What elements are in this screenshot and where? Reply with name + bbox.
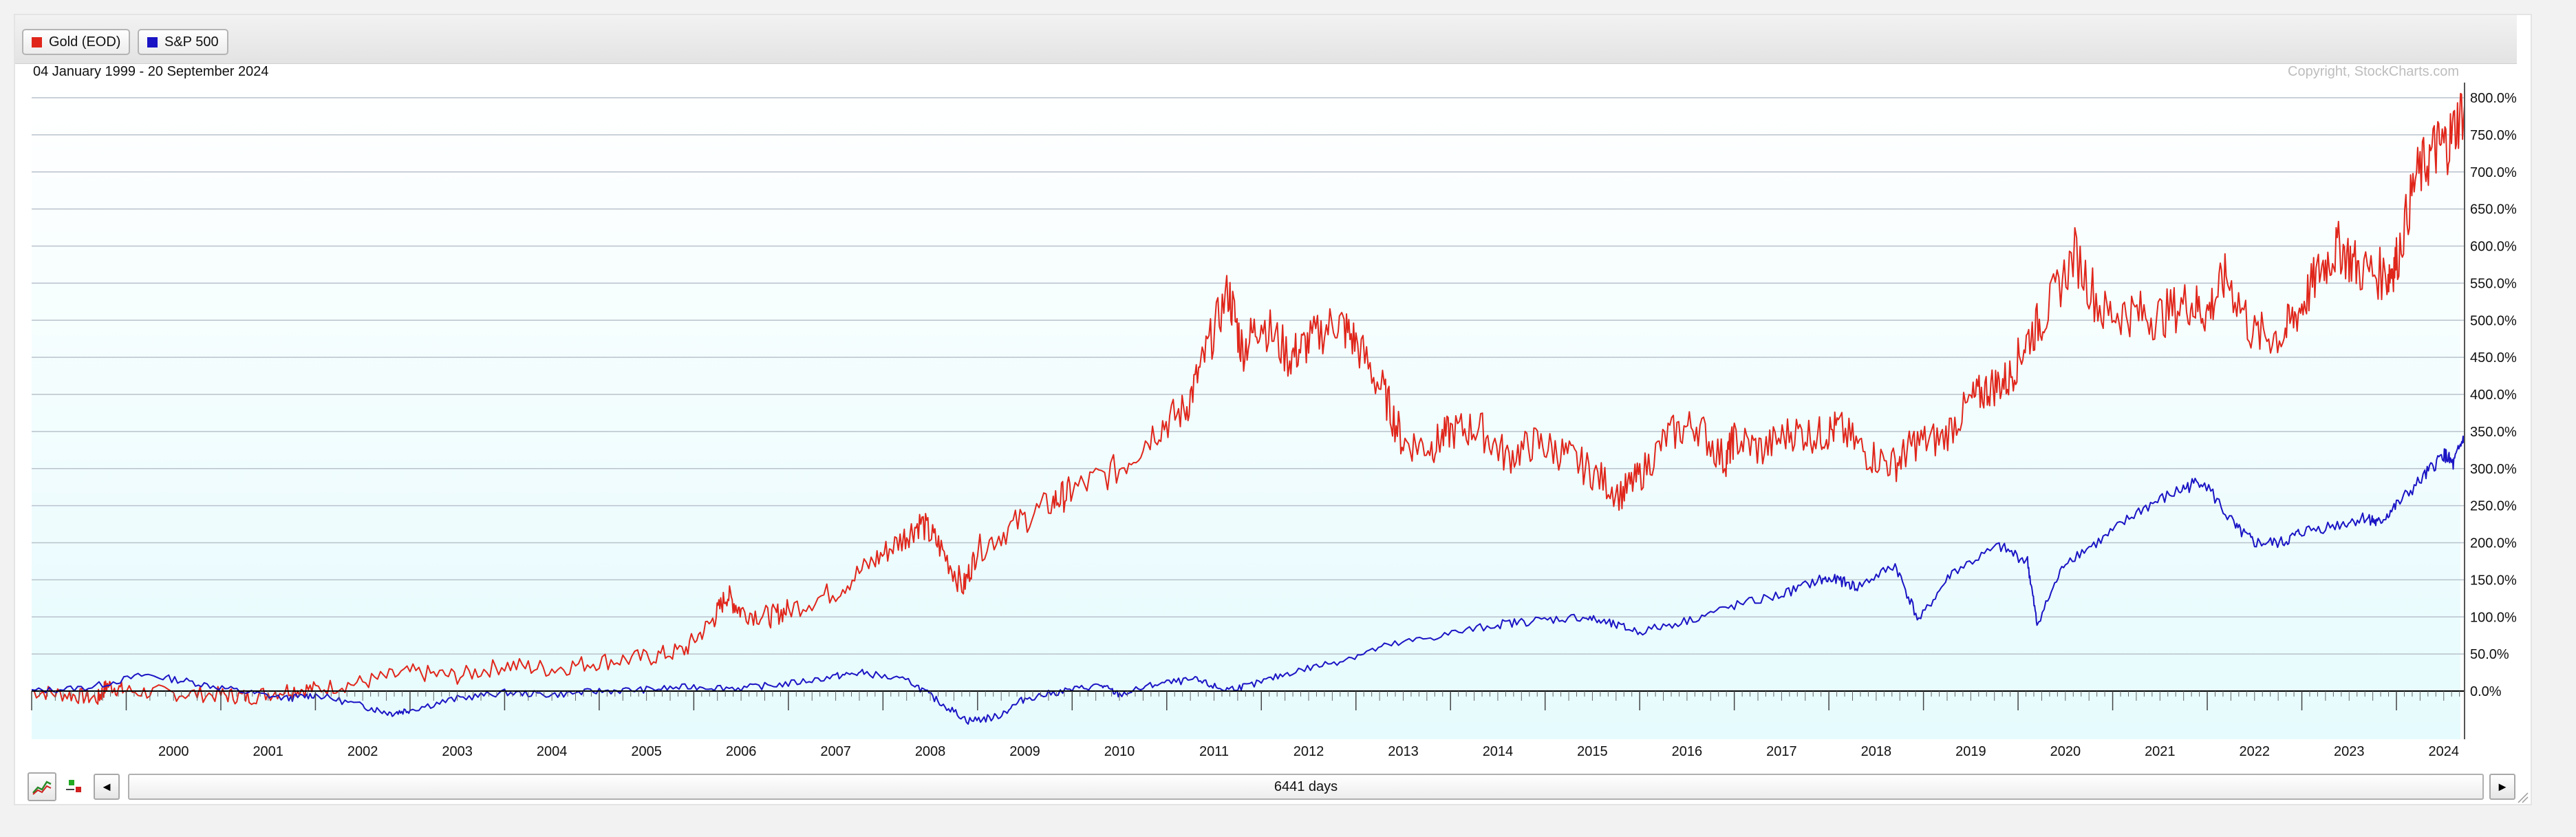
gold-series-line [31, 92, 2465, 706]
legend-label-spx: S&P 500 [164, 34, 219, 50]
resize-grip-icon[interactable] [2517, 792, 2529, 804]
scroll-right-button[interactable]: ► [2489, 774, 2515, 800]
y-tick-label: 0.0% [2470, 684, 2502, 699]
x-tick-label: 2015 [1577, 744, 1608, 759]
y-tick-label: 600.0% [2470, 240, 2517, 255]
x-tick-label: 2001 [253, 744, 283, 759]
x-tick-label: 2024 [2429, 744, 2460, 759]
chevron-left-icon: ◄ [100, 779, 113, 794]
y-tick-label: 650.0% [2470, 202, 2517, 218]
x-tick-label: 2002 [347, 744, 378, 759]
color-settings-icon[interactable] [61, 772, 89, 801]
y-tick-label: 550.0% [2470, 276, 2517, 291]
scroll-left-button[interactable]: ◄ [94, 774, 120, 800]
chevron-right-icon: ► [2496, 779, 2509, 794]
legend-bar: Gold (EOD) S&P 500 [15, 15, 2517, 64]
x-tick-label: 2003 [442, 744, 473, 759]
y-tick-label: 200.0% [2470, 536, 2517, 551]
x-tick-label: 2017 [1766, 744, 1797, 759]
x-tick-label: 2005 [631, 744, 662, 759]
x-tick-label: 2016 [1672, 744, 1703, 759]
blue-square-icon [147, 36, 158, 47]
x-tick-label: 2008 [915, 744, 946, 759]
y-tick-label: 500.0% [2470, 313, 2517, 328]
y-tick-label: 400.0% [2470, 388, 2517, 403]
legend-item-gold[interactable]: Gold (EOD) [22, 29, 131, 55]
y-tick-label: 250.0% [2470, 499, 2517, 514]
x-tick-label: 2014 [1483, 744, 1514, 759]
x-tick-label: 2004 [537, 744, 568, 759]
x-tick-label: 2006 [726, 744, 757, 759]
x-tick-label: 2010 [1104, 744, 1135, 759]
x-tick-label: 2019 [1955, 744, 1986, 759]
y-tick-label: 300.0% [2470, 462, 2517, 477]
x-tick-label: 2012 [1294, 744, 1324, 759]
y-tick-label: 750.0% [2470, 128, 2517, 143]
y-tick-label: 100.0% [2470, 610, 2517, 625]
chart-window: Gold (EOD) S&P 500 2000 2001 2002 2003 2004 2… [14, 14, 2532, 805]
x-tick-label: 2022 [2240, 744, 2271, 759]
legend-label-gold: Gold (EOD) [49, 34, 121, 50]
x-tick-label: 2018 [1861, 744, 1892, 759]
x-tick-label: 2007 [820, 744, 851, 759]
x-tick-label: 2013 [1388, 744, 1419, 759]
chart-plot: 2000 2001 2002 2003 2004 2005 2006 2007 2008 2009… [31, 64, 2517, 759]
y-tick-label: 50.0% [2470, 647, 2509, 662]
copyright-label: Copyright, StockCharts.com [2288, 64, 2459, 79]
y-tick-label: 800.0% [2470, 91, 2517, 106]
x-tick-label: 2020 [2050, 744, 2081, 759]
y-tick-label: 450.0% [2470, 350, 2517, 365]
scrollbar-thumb[interactable]: 6441 days [128, 774, 2484, 800]
date-range-label: 04 January 1999 - 20 September 2024 [33, 64, 268, 79]
y-tick-label: 350.0% [2470, 425, 2517, 440]
line-chart-icon[interactable] [28, 772, 56, 801]
y-tick-label: 150.0% [2470, 573, 2517, 588]
x-tick-label: 2009 [1009, 744, 1040, 759]
x-tick-label: 2011 [1199, 744, 1229, 759]
x-tick-label: 2000 [158, 744, 189, 759]
x-tick-label: 2021 [2145, 744, 2176, 759]
plot-area [32, 83, 2460, 739]
y-tick-label: 700.0% [2470, 165, 2517, 180]
red-square-icon [32, 36, 42, 47]
x-tick-label: 2023 [2334, 744, 2365, 759]
scrollbar-label: 6441 days [1274, 778, 1338, 794]
legend-item-spx[interactable]: S&P 500 [138, 29, 228, 55]
